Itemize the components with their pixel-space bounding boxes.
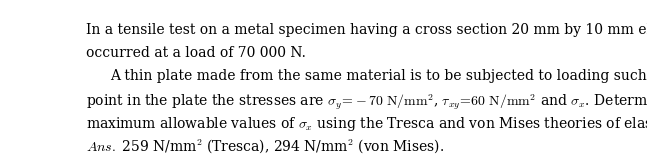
Text: $\mathit{Ans.}$ 259 N/mm$^2$ (Tresca), 294 N/mm$^2$ (von Mises).: $\mathit{Ans.}$ 259 N/mm$^2$ (Tresca), 2… — [86, 138, 444, 155]
Text: maximum allowable values of $\sigma_x$ using the Tresca and von Mises theories o: maximum allowable values of $\sigma_x$ u… — [86, 115, 647, 133]
Text: In a tensile test on a metal specimen having a cross section 20 mm by 10 mm elas: In a tensile test on a metal specimen ha… — [86, 23, 647, 37]
Text: point in the plate the stresses are $\sigma_y\!=\!-70\ \mathrm{N/mm}^2$, $\tau_{: point in the plate the stresses are $\si… — [86, 92, 647, 112]
Text: A thin plate made from the same material is to be subjected to loading such that: A thin plate made from the same material… — [110, 69, 647, 83]
Text: occurred at a load of 70 000 N.: occurred at a load of 70 000 N. — [86, 46, 306, 60]
